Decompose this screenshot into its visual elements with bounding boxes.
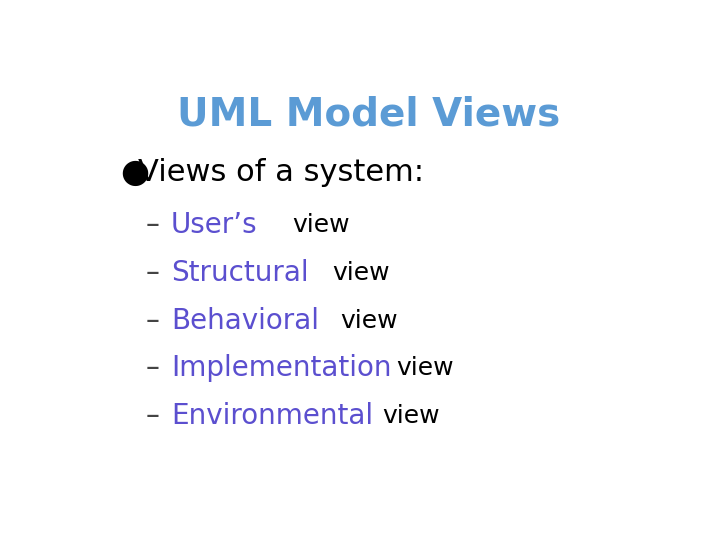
Text: view: view (382, 404, 440, 428)
Text: view: view (293, 213, 351, 237)
Text: –: – (145, 307, 160, 334)
Text: –: – (145, 402, 160, 430)
Text: Implementation: Implementation (171, 354, 392, 382)
Text: UML Model Views: UML Model Views (177, 96, 561, 133)
Text: view: view (397, 356, 454, 380)
Text: –: – (145, 354, 160, 382)
Text: Views of a system:: Views of a system: (138, 158, 424, 187)
Text: User’s: User’s (171, 211, 258, 239)
Text: ●: ● (121, 157, 150, 190)
Text: –: – (145, 259, 160, 287)
Text: Behavioral: Behavioral (171, 307, 319, 334)
Text: Structural: Structural (171, 259, 309, 287)
Text: –: – (145, 211, 160, 239)
Text: view: view (332, 261, 390, 285)
Text: view: view (341, 308, 398, 333)
Text: Environmental: Environmental (171, 402, 373, 430)
